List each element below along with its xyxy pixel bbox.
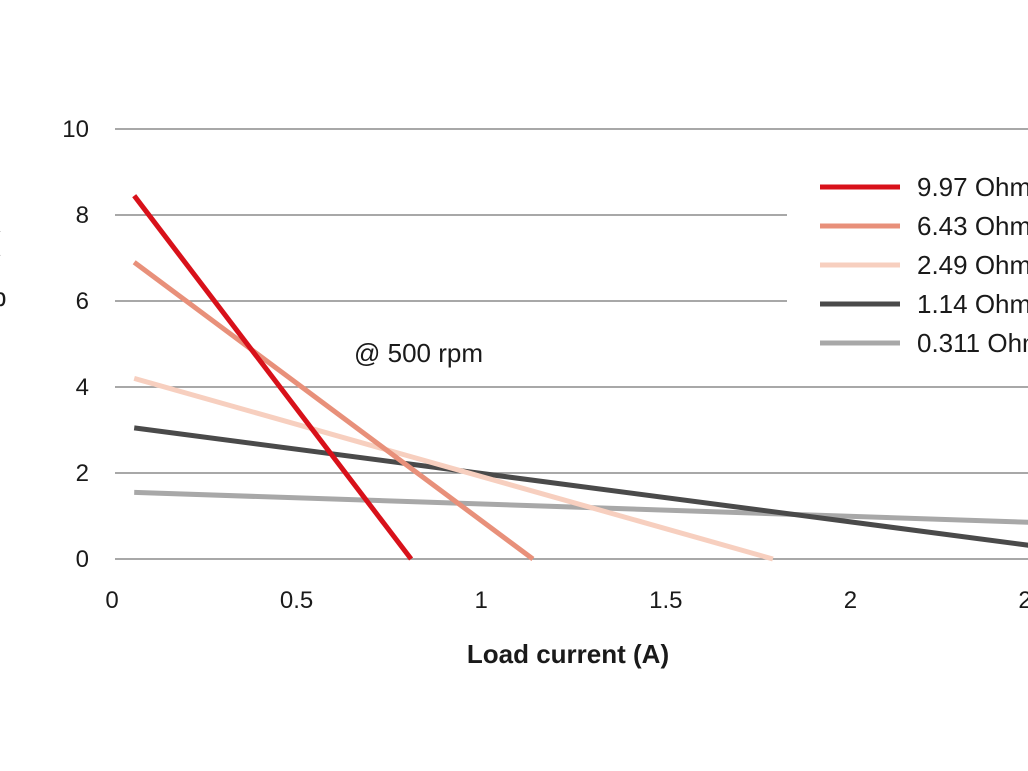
y-tick-label: 8 xyxy=(76,202,89,229)
y-tick-label: 10 xyxy=(62,116,89,143)
series-line-0 xyxy=(132,194,414,561)
series-line-3 xyxy=(133,425,1028,548)
y-tick-label: 2 xyxy=(76,460,89,487)
y-tick-label: 4 xyxy=(76,374,89,401)
series-line-2 xyxy=(133,375,774,562)
legend-label: 0.311 Ohm xyxy=(917,328,1028,358)
series-lines xyxy=(132,194,1028,562)
grid-lines xyxy=(115,128,1028,560)
legend-label: 1.14 Ohm xyxy=(917,289,1028,319)
x-tick-label: 1 xyxy=(475,587,488,614)
y-tick-label: 6 xyxy=(76,288,89,315)
legend-label: 6.43 Ohm xyxy=(917,211,1028,241)
x-tick-label: 2.5 xyxy=(1018,587,1028,614)
series-line-1 xyxy=(132,260,535,562)
x-tick-label: 0 xyxy=(105,587,118,614)
y-axis-ticks: 0 2 4 6 8 10 xyxy=(62,116,89,573)
legend-label: 2.49 Ohm xyxy=(917,250,1028,280)
legend: 9.97 Ohm 6.43 Ohm 2.49 Ohm 1.14 Ohm 0.311 Oh… xyxy=(820,172,1028,358)
annotation-rpm: @ 500 rpm xyxy=(354,338,483,368)
y-axis-label-fragment: b xyxy=(0,282,6,312)
y-axis-label-fragment: ( xyxy=(0,226,1,256)
legend-label: 9.97 Ohm xyxy=(917,172,1028,202)
x-axis-ticks: 0 0.5 1 1.5 2 2.5 xyxy=(105,587,1028,614)
y-tick-label: 0 xyxy=(76,546,89,573)
x-tick-label: 1.5 xyxy=(649,587,682,614)
series-line-4 xyxy=(134,489,1028,525)
x-tick-label: 2 xyxy=(844,587,857,614)
x-axis-label: Load current (A) xyxy=(467,639,669,669)
x-tick-label: 0.5 xyxy=(280,587,313,614)
